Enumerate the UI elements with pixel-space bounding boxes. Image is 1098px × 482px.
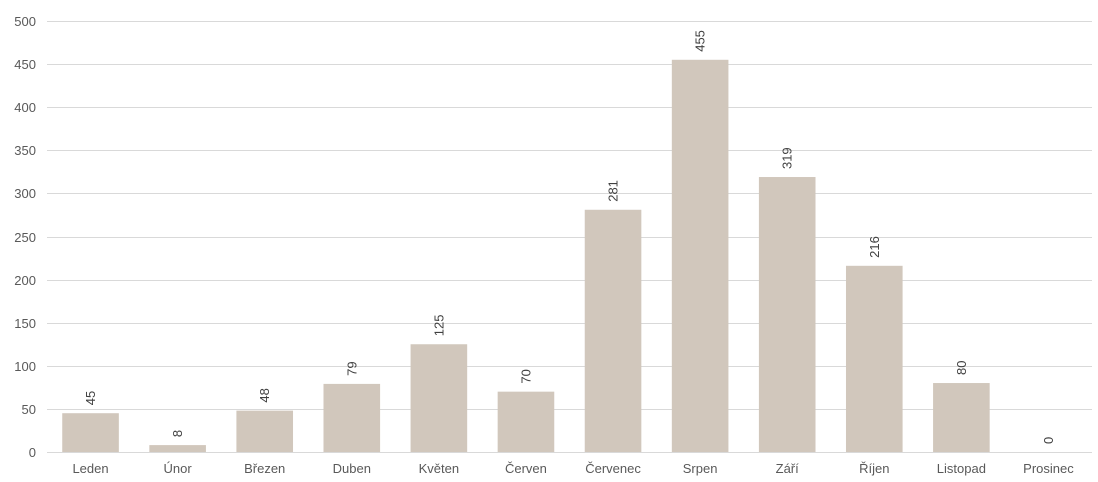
data-label: 455 [693, 30, 708, 52]
y-tick-label: 300 [14, 186, 36, 201]
x-tick-label: Prosinec [1023, 461, 1074, 476]
data-label: 79 [344, 361, 359, 375]
data-label: 48 [257, 388, 272, 402]
y-tick-label: 150 [14, 316, 36, 331]
bar-Září [758, 177, 816, 452]
x-tick-label: Březen [244, 461, 285, 476]
y-tick-label: 0 [29, 445, 36, 460]
data-label: 70 [518, 369, 533, 383]
bar-Listopad [933, 383, 990, 452]
data-label: 45 [83, 391, 98, 405]
bar-Květen [410, 344, 468, 452]
y-tick-label: 400 [14, 100, 36, 115]
x-tick-label: Říjen [859, 461, 889, 476]
x-tick-label: Srpen [683, 461, 718, 476]
x-tick-label: Září [776, 461, 800, 476]
gridlines [47, 21, 1092, 453]
y-axis-ticks: 0 50 100 150 200 250 300 350 400 450 500 [14, 14, 36, 460]
y-tick-label: 250 [14, 230, 36, 245]
data-label: 80 [954, 361, 969, 375]
y-tick-label: 350 [14, 143, 36, 158]
x-tick-label: Červen [505, 461, 547, 476]
bar-Duben [323, 383, 381, 452]
bar-Červenec [584, 209, 642, 452]
y-tick-label: 450 [14, 57, 36, 72]
x-tick-label: Listopad [937, 461, 986, 476]
y-tick-label: 100 [14, 359, 36, 374]
bar-Leden [62, 413, 119, 452]
bar-Srpen [671, 59, 729, 452]
bar-Únor [149, 445, 206, 452]
bar-Říjen [845, 265, 903, 452]
data-label: 125 [431, 315, 446, 337]
data-label: 8 [170, 430, 185, 437]
x-tick-label: Červenec [585, 461, 641, 476]
y-tick-label: 500 [14, 14, 36, 29]
bar-Červen [497, 391, 555, 452]
y-tick-label: 50 [22, 402, 36, 417]
data-label: 0 [1041, 437, 1056, 444]
x-tick-label: Duben [333, 461, 371, 476]
x-axis-ticks: Leden Únor Březen Duben Květen Červen Červenec… [72, 461, 1074, 476]
x-tick-label: Leden [72, 461, 108, 476]
bar-Březen [236, 410, 294, 452]
data-label: 319 [780, 147, 795, 169]
x-tick-label: Únor [164, 461, 193, 476]
data-labels: 45 8 48 79 125 70 281 455 319 216 80 0 [83, 30, 1056, 444]
y-tick-label: 200 [14, 273, 36, 288]
data-label: 216 [867, 236, 882, 258]
x-tick-label: Květen [419, 461, 459, 476]
data-label: 281 [606, 180, 621, 202]
bars [62, 59, 990, 452]
